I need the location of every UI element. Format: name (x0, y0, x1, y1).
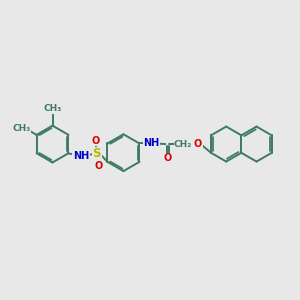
Text: O: O (194, 139, 202, 149)
Text: O: O (164, 153, 172, 163)
Text: CH₃: CH₃ (12, 124, 31, 133)
Text: NH: NH (143, 139, 159, 148)
Text: CH₃: CH₃ (44, 104, 62, 113)
Text: O: O (95, 161, 103, 171)
Text: O: O (92, 136, 100, 146)
Text: CH₂: CH₂ (174, 140, 192, 148)
Text: S: S (92, 147, 101, 161)
Text: NH: NH (73, 151, 89, 160)
